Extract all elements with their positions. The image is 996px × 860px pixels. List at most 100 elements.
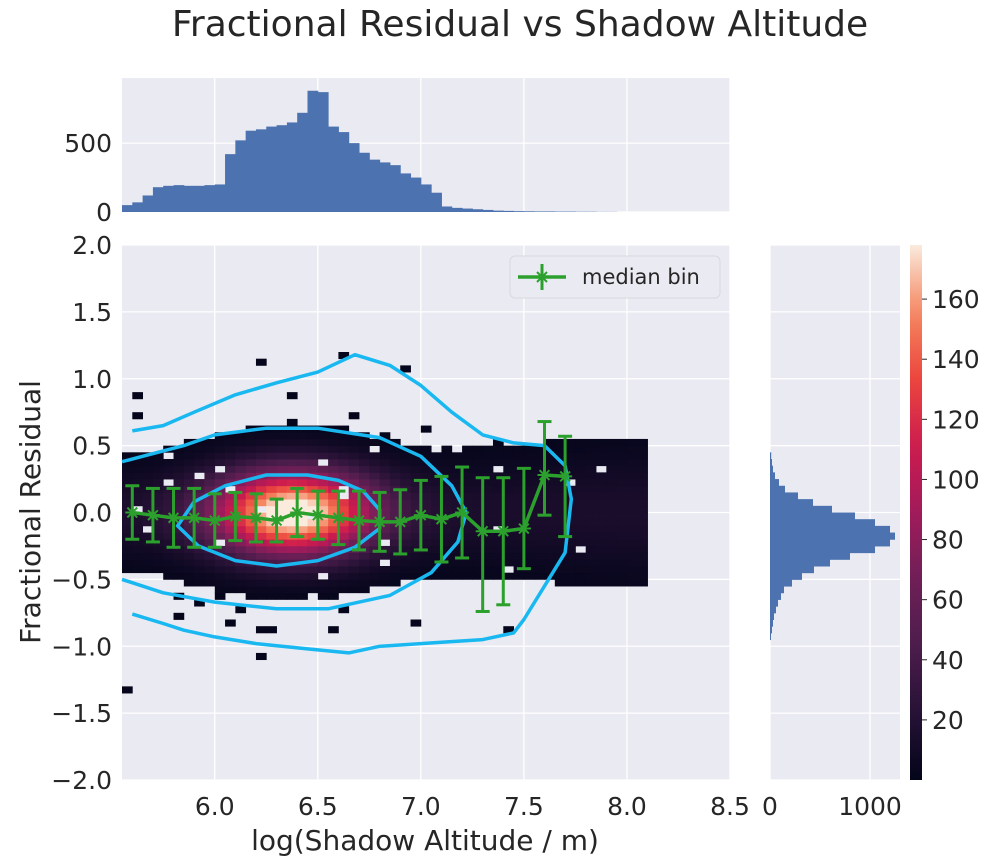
- heatmap-cell: [348, 499, 360, 507]
- heatmap-cell: [369, 566, 381, 574]
- heatmap-cell: [472, 465, 484, 473]
- heatmap-cell: [492, 472, 504, 480]
- heatmap-cell: [492, 539, 504, 547]
- heatmap-cell: [266, 559, 277, 567]
- heatmap-cell: [235, 579, 247, 587]
- heatmap-cell: [472, 539, 484, 547]
- heatmap-cell: [410, 459, 422, 467]
- heatmap-cell: [451, 566, 463, 574]
- heatmap-cell: [585, 532, 597, 540]
- heatmap-cell: [544, 452, 556, 460]
- heatmap-cell: [225, 525, 236, 533]
- heatmap-cell: [276, 552, 288, 560]
- heatmap-cell: [441, 452, 453, 460]
- heatmap-cell: [585, 579, 597, 587]
- heatmap-cell: [359, 499, 370, 507]
- heatmap-cell: [297, 552, 308, 560]
- heatmap-cell: [173, 545, 185, 554]
- heatmap-cell: [637, 545, 648, 554]
- heatmap-cell: [441, 572, 453, 580]
- heatmap-cell: [214, 459, 226, 467]
- heatmap-cell: [596, 566, 607, 574]
- y-tick-label: 0.0: [72, 499, 112, 528]
- heatmap-cell: [637, 559, 648, 567]
- heatmap-cell: [122, 492, 133, 500]
- heatmap-cell: [204, 459, 216, 467]
- heatmap-cell: [389, 566, 401, 574]
- heatmap-cell: [482, 485, 494, 493]
- heatmap-cell: [328, 499, 339, 507]
- heatmap-cell: [626, 545, 638, 554]
- heatmap-cell: [266, 459, 277, 467]
- heatmap-cell: [503, 539, 514, 547]
- heatmap-cell: [596, 445, 607, 453]
- heatmap-cell: [245, 519, 257, 527]
- heatmap-cell: [575, 485, 587, 493]
- heatmap-cell: [183, 552, 195, 560]
- heatmap-cell: [379, 452, 391, 460]
- top-histogram: 0 500: [64, 78, 731, 227]
- heatmap-cell: [462, 499, 473, 507]
- heatmap-cell: [523, 499, 535, 507]
- heatmap-cell: [307, 492, 319, 500]
- heatmap-cell: [255, 586, 267, 594]
- heatmap-cell: [338, 459, 350, 467]
- heatmap-cell: [255, 579, 267, 587]
- heatmap-cell: [235, 566, 247, 574]
- heatmap-cell: [132, 566, 144, 574]
- heatmap-cell: [255, 519, 267, 527]
- heatmap-cell: [348, 485, 360, 493]
- median-marker: [310, 508, 325, 523]
- heatmap-cell: [245, 552, 257, 560]
- heatmap-cell: [348, 412, 360, 420]
- heatmap-cell: [565, 519, 576, 527]
- heatmap-cell: [317, 532, 329, 540]
- heatmap-cell: [173, 612, 185, 620]
- heatmap-cell: [462, 566, 473, 574]
- heatmap-cell: [637, 499, 648, 507]
- heatmap-cell: [462, 472, 473, 480]
- heatmap-cell: [369, 492, 381, 500]
- heatmap-cell: [420, 479, 432, 487]
- heatmap-cell: [492, 572, 504, 580]
- heatmap-cell: [379, 492, 391, 500]
- heatmap-cell: [152, 505, 164, 513]
- heatmap-cell: [235, 586, 247, 594]
- heatmap-cell: [575, 505, 587, 513]
- heatmap-cell: [297, 432, 308, 440]
- histogram-bar: [770, 626, 772, 634]
- heatmap-cell: [585, 572, 597, 580]
- heatmap-cell: [544, 459, 556, 467]
- y-tick-label: 500: [64, 129, 112, 158]
- heatmap-cell: [348, 438, 360, 447]
- heatmap-cell: [266, 499, 277, 507]
- heatmap-cell: [286, 586, 298, 594]
- heatmap-cell: [626, 479, 638, 487]
- heatmap-cell: [194, 452, 205, 460]
- heatmap-cell: [441, 492, 453, 500]
- heatmap-cell: [575, 445, 587, 453]
- heatmap-cell: [616, 459, 628, 467]
- histogram-bar: [770, 479, 779, 487]
- heatmap-cell: [554, 566, 566, 574]
- heatmap-cell: [317, 505, 329, 513]
- heatmap-cell: [286, 465, 298, 473]
- heatmap-cell: [163, 505, 174, 513]
- histogram-bar: [523, 211, 535, 212]
- histogram-bar: [770, 592, 781, 600]
- heatmap-cell: [626, 532, 638, 540]
- heatmap-cell: [420, 525, 432, 533]
- heatmap-cell: [420, 566, 432, 574]
- heatmap-cell: [255, 552, 267, 560]
- colorbar-tick-label: 40: [932, 646, 964, 675]
- heatmap-cell: [173, 539, 185, 547]
- histogram-bar: [472, 209, 484, 212]
- heatmap-cell: [585, 519, 597, 527]
- heatmap-cell: [317, 566, 329, 574]
- histogram-bar: [770, 499, 813, 507]
- histogram-bar: [770, 485, 785, 493]
- heatmap-cell: [472, 452, 484, 460]
- heatmap-cell: [194, 532, 205, 540]
- heatmap-cell: [307, 572, 319, 580]
- heatmap-cell: [626, 519, 638, 527]
